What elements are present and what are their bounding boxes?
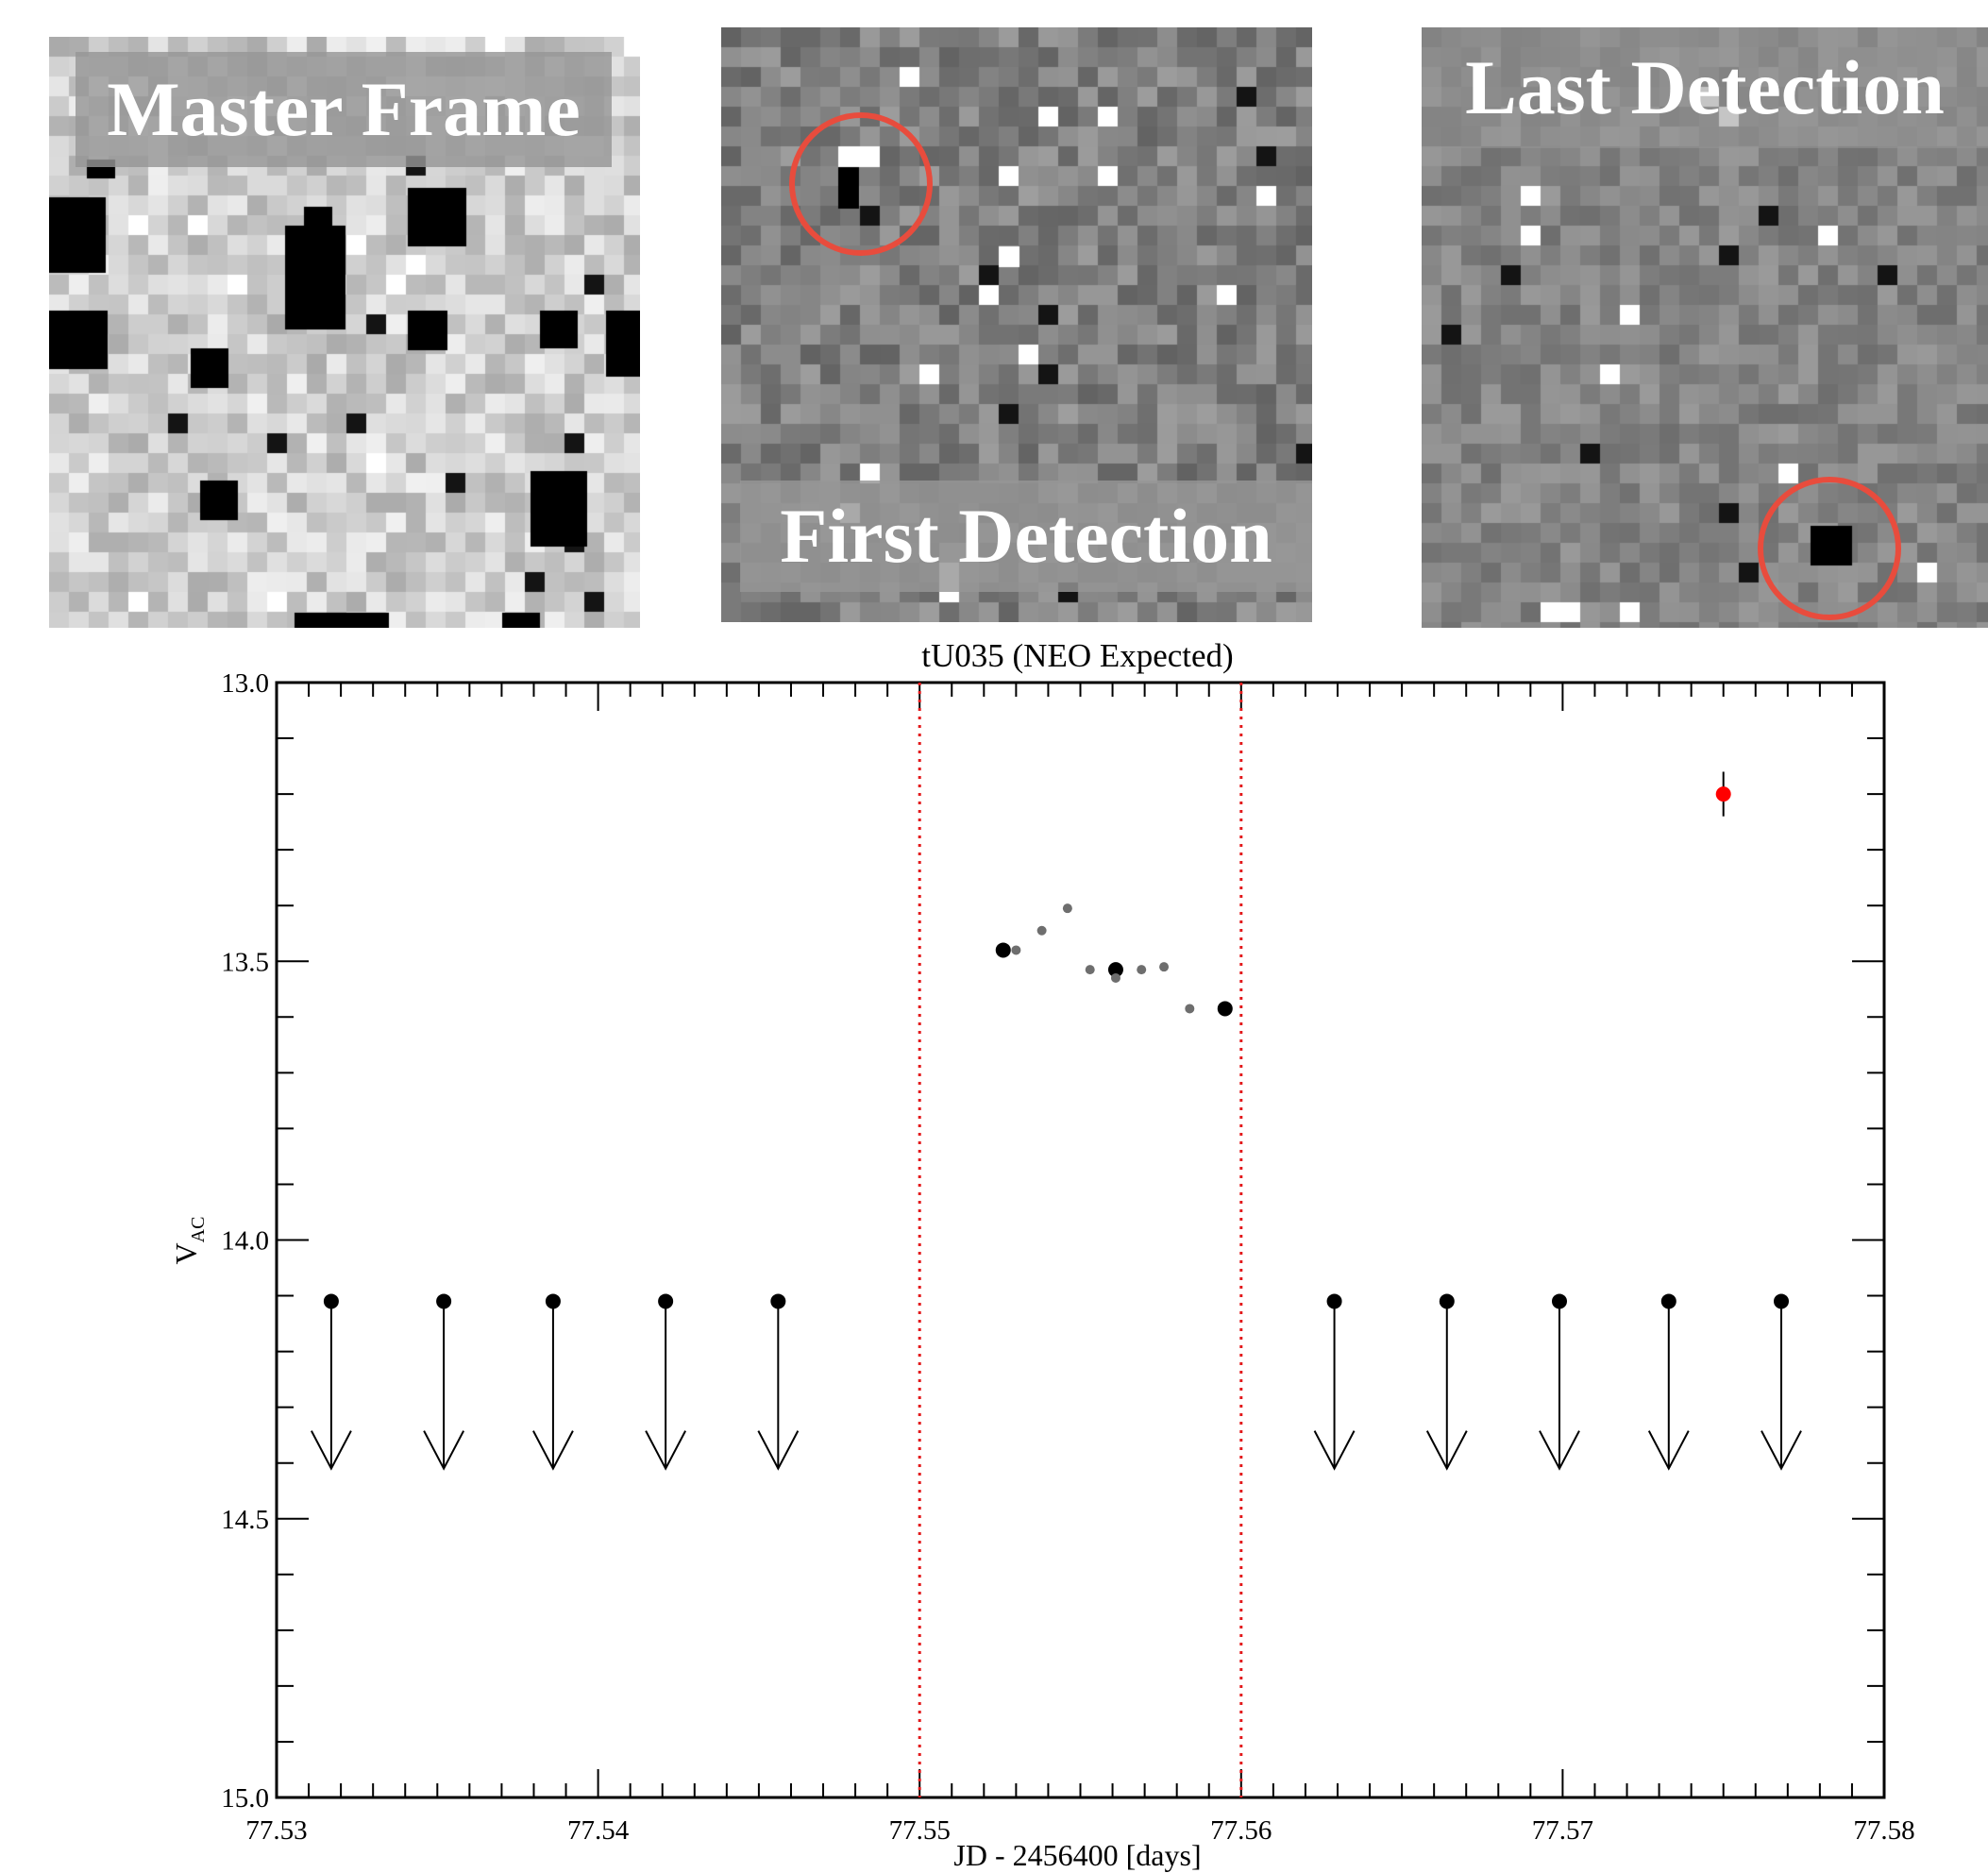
upper-limit-point [545,1293,561,1309]
data-point [1217,1001,1233,1017]
red-data-point [1715,786,1731,802]
small-data-point [1159,962,1170,972]
plot-frame [275,681,1886,1799]
upper-limit-point [1774,1293,1790,1309]
small-data-point [1137,965,1147,975]
light-curve-chart: 77.53 77.54 77.55 77.56 77.57 77.58 13.0 13.5 14… [169,637,1915,1872]
upper-limit-arrowhead [645,1430,687,1471]
small-data-point [1011,945,1021,955]
detection-circle [789,112,933,256]
chart-title: tU035 (NEO Expected) [921,637,1233,674]
data-point [995,942,1011,958]
x-tick-label: 77.58 [1853,1815,1914,1846]
y-tick-label: 14.0 [221,1226,269,1257]
x-tick-label: 77.56 [1210,1815,1272,1846]
upper-limit-point [1551,1293,1567,1309]
upper-limit-point [1326,1293,1342,1309]
upper-limit-arrowhead [1647,1430,1690,1471]
upper-limit-arrowhead [532,1430,574,1471]
upper-limit-arrowhead [1761,1430,1802,1471]
x-axis-label: JD - 2456400 [days] [953,1838,1201,1872]
upper-limit-arrowhead [1313,1430,1356,1471]
upper-limit-point [323,1293,339,1309]
upper-limit-point [770,1293,786,1309]
x-tick-label: 77.54 [567,1815,630,1846]
last-detection-label: Last Detection [1422,27,1988,148]
upper-limit-arrowhead [1425,1430,1468,1471]
master-frame-label: Master Frame [76,52,612,167]
upper-limit-arrowhead [423,1430,464,1471]
data-point [1107,962,1123,978]
small-data-point [1036,925,1047,936]
upper-limit-point [658,1293,674,1309]
small-data-point [1185,1004,1195,1014]
y-tick-label: 13.5 [221,947,269,977]
upper-limit-point [436,1293,452,1309]
small-data-point [1085,965,1095,975]
upper-limit-arrowhead [757,1430,800,1471]
x-tick-label: 77.55 [889,1815,951,1846]
y-tick-label: 15.0 [221,1783,269,1814]
upper-limit-arrowhead [311,1430,352,1471]
y-tick-label: 13.0 [221,668,269,699]
first-detection-label: First Detection [740,481,1312,592]
upper-limit-arrowhead [1539,1430,1580,1471]
small-data-point [1110,972,1120,983]
master-frame-image: Master Frame [49,37,640,628]
small-data-point [1062,903,1072,914]
y-axis-label: VAC [169,1217,209,1265]
x-tick-label: 77.57 [1532,1815,1593,1846]
first-detection-image: First Detection [721,27,1312,622]
detection-circle [1758,477,1901,620]
upper-limit-point [1660,1293,1676,1309]
y-tick-label: 14.5 [221,1505,269,1535]
last-detection-image: Last Detection [1422,27,1988,628]
upper-limit-point [1439,1293,1455,1309]
x-tick-label: 77.53 [245,1815,307,1846]
